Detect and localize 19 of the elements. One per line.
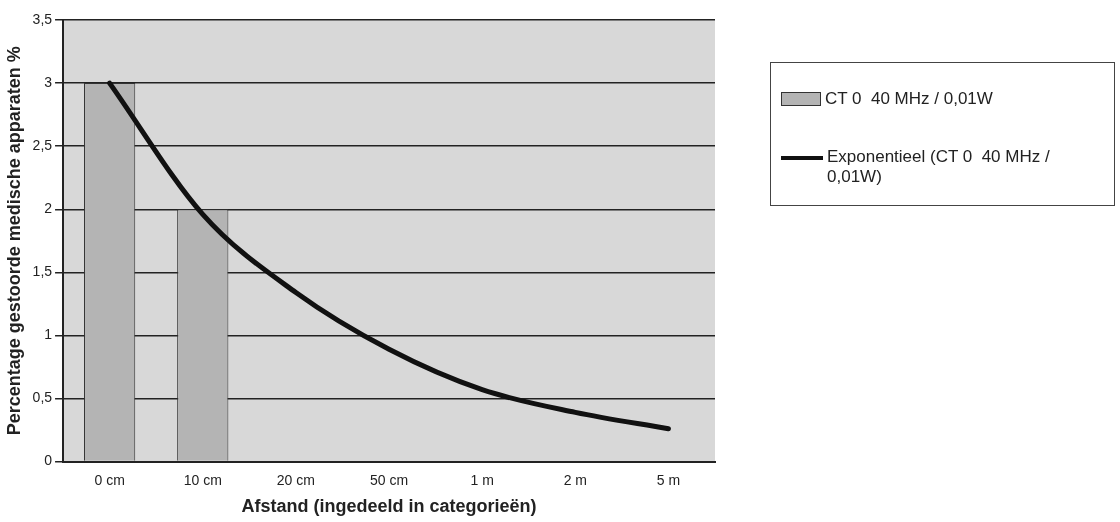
x-tick-label: 1 m [470, 471, 494, 488]
x-tick-label: 20 cm [276, 471, 315, 488]
y-tick-label: 2,5 [32, 137, 53, 154]
y-axis-title: Percentage gestoorde medische apparaten % [3, 46, 24, 436]
y-tick-label: 3 [44, 73, 53, 90]
legend-label: Exponentieel (CT 0 40 MHz / 0,01W) [827, 147, 1051, 187]
y-tick-label: 0 [44, 452, 53, 469]
x-tick-label: 2 m [563, 471, 587, 488]
x-tick-label: 50 cm [369, 471, 409, 488]
y-tick-label: 1,5 [32, 263, 53, 280]
x-tick-label: 0 cm [94, 471, 125, 488]
x-axis-title: Afstand (ingedeeld in categorieën) [241, 496, 537, 517]
y-tick-label: 1 [44, 326, 53, 343]
y-tick-label: 3,5 [32, 10, 53, 27]
legend-label: CT 0 40 MHz / 0,01W [825, 89, 993, 109]
x-tick-label: 10 cm [183, 471, 222, 488]
y-tick-label: 2 [44, 200, 53, 217]
y-tick-label: 0,5 [32, 389, 53, 406]
x-tick-label: 5 m [656, 471, 681, 488]
